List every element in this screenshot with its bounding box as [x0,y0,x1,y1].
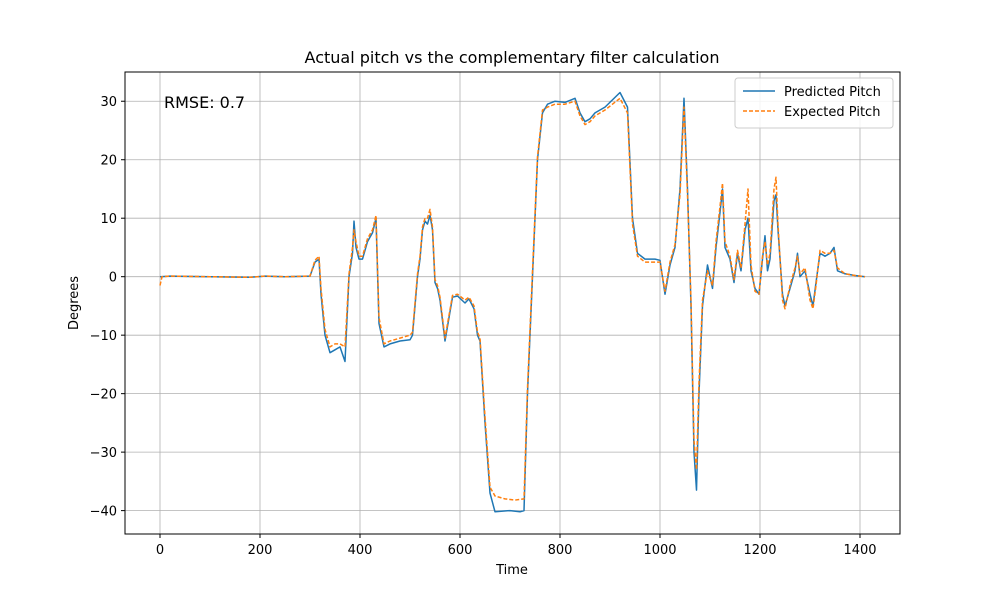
x-tick-label: 1000 [643,543,676,558]
y-axis: −40 −30 −20 −10 0 10 20 30 [90,95,125,520]
x-tick-label: 400 [348,543,373,558]
legend-label-predicted: Predicted Pitch [784,85,881,100]
y-tick-label: 0 [109,271,117,286]
x-axis-label: Time [495,563,528,578]
plot-frame [124,71,901,535]
y-tick-label: −40 [90,505,117,520]
y-tick-label: 10 [100,212,117,227]
y-tick-label: −20 [90,388,117,403]
x-tick-label: 1200 [743,543,776,558]
gridlines [125,72,900,534]
x-tick-label: 1400 [843,543,876,558]
x-tick-label: 800 [548,543,573,558]
x-tick-label: 0 [156,543,164,558]
y-tick-label: −10 [90,329,117,344]
y-tick-label: 20 [100,154,117,169]
rmse-annotation: RMSE: 0.7 [164,93,245,112]
chart-title: Actual pitch vs the complementary filter… [305,48,720,67]
x-tick-label: 600 [448,543,473,558]
series-line-expected-pitch [159,97,866,501]
y-tick-label: −30 [90,446,117,461]
y-tick-label: 30 [100,95,117,110]
plot-area [159,91,866,513]
y-axis-label: Degrees [67,276,82,330]
legend: Predicted Pitch Expected Pitch [734,77,894,129]
x-axis: 0 200 400 600 800 1000 1200 1400 [156,534,877,558]
legend-label-expected: Expected Pitch [784,105,880,120]
x-tick-label: 200 [248,543,273,558]
